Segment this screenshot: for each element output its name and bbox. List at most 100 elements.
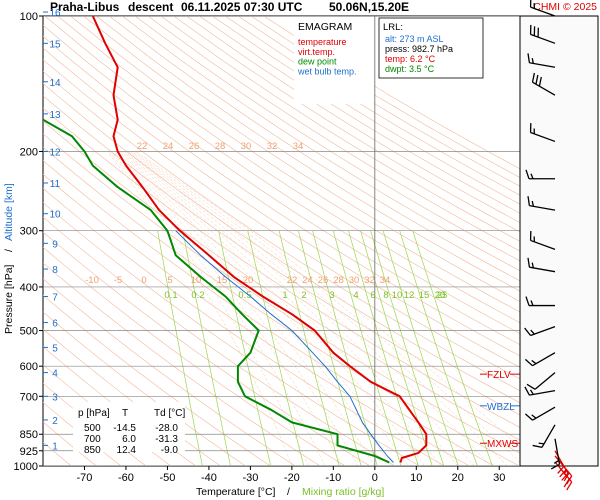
axis-ticks: -70 -60 -50 -40 -30 -20 -10 0 10 20 30100092585070…	[14, 11, 506, 484]
y-tick-label: 925	[20, 446, 38, 458]
dry-adiabat-label: 34	[293, 141, 304, 152]
wind-barb	[524, 352, 556, 367]
wind-barb-feather	[557, 465, 565, 474]
wind-barb-shaft	[530, 131, 556, 143]
x-tick-label: -70	[77, 472, 93, 484]
legend-box	[294, 18, 374, 104]
mixing-ratio-label: 1	[282, 290, 287, 301]
wind-barb-half-feather	[531, 262, 534, 269]
wind-barb-shaft	[530, 325, 556, 337]
dry-adiabat-line	[199, 16, 520, 214]
wind-barb-feather	[527, 53, 531, 63]
moist-adiabat-label: 30	[349, 275, 360, 286]
wind-barb-shaft	[532, 352, 556, 367]
table-row: 500 -14.5 -28.0	[84, 423, 178, 434]
lrl-alt: alt: 273 m ASL	[385, 34, 444, 44]
wind-barb-shaft	[529, 62, 556, 68]
wind-barb	[527, 53, 556, 68]
x-tick-label: 10	[410, 472, 422, 484]
wind-barb-half-feather	[531, 58, 534, 64]
lrl-press: press: 982.7 hPa	[385, 44, 453, 54]
wind-barb	[527, 196, 556, 211]
x-tick-label: -50	[159, 472, 175, 484]
y-tick-label: 700	[20, 391, 38, 403]
wind-barb	[529, 0, 556, 17]
wind-barb-half-feather	[530, 173, 534, 180]
y-tick-label: 500	[20, 326, 38, 338]
altitude-tick-label: 15	[49, 39, 61, 50]
wind-barb	[529, 24, 556, 44]
wind-barb	[550, 438, 561, 470]
altitude-tick-label: 5	[52, 343, 58, 354]
sounding-datetime: 06.11.2025 07:30 UTC	[181, 0, 303, 14]
moist-adiabat-label: 10	[191, 275, 202, 286]
mixing-ratio-line	[412, 230, 493, 466]
mixing-ratio-line	[218, 230, 272, 466]
wind-barb-feather	[550, 463, 560, 470]
mixing-ratio-label: 0.5	[238, 290, 251, 301]
wind-barb-half-feather	[531, 200, 534, 207]
moist-adiabat-line	[110, 151, 326, 466]
sounding-mode: descent	[128, 0, 173, 14]
y-tick-label: 100	[20, 11, 38, 23]
wind-barb-feather	[527, 196, 531, 206]
dry-adiabat-label: 28	[215, 141, 226, 152]
wind-barb-feather	[532, 444, 543, 448]
wind-barb	[524, 325, 556, 337]
mixing-ratio-line	[278, 230, 340, 466]
lrl-temp: temp: 6.2 °C	[385, 54, 436, 64]
wind-barb-feather	[561, 472, 569, 481]
wind-barb-feather	[525, 296, 530, 306]
wind-barb-shaft	[532, 406, 556, 421]
moist-adiabat-line	[118, 151, 392, 466]
copyright-link[interactable]: CHMI © 2025	[533, 1, 597, 13]
wind-barb-feather	[525, 169, 530, 179]
wind-barb-shaft	[529, 389, 556, 396]
table-cell: 850	[84, 445, 101, 456]
wind-barb-half-feather	[531, 359, 537, 365]
y-tick-label: 1000	[14, 461, 38, 473]
mixing-ratio-label: 25	[437, 290, 448, 301]
wind-barb-shaft	[530, 6, 556, 17]
mixing-ratio-line	[360, 230, 433, 466]
wind-barb-feather	[563, 472, 570, 482]
y-axis-title: Pressure [hPa] / Altitude [km]	[3, 183, 15, 334]
table-row: 850 12.4 -9.0	[84, 445, 178, 456]
dry-adiabat-line	[70, 16, 520, 313]
mixing-ratio-label: 10	[392, 290, 403, 301]
summary-table	[73, 402, 185, 452]
table-cell: 700	[84, 434, 101, 445]
wind-barb	[532, 424, 556, 448]
profile-lines	[43, 16, 428, 464]
wind-barb-feather	[524, 386, 530, 396]
moist-adiabat-label: -5	[114, 275, 122, 286]
dry-adiabat-line	[43, 59, 520, 380]
altitude-tick-label: 11	[50, 179, 61, 190]
mixing-ratio-label: 0.2	[191, 290, 204, 301]
wind-barb-feather	[535, 74, 539, 85]
wind-barb-half-feather	[531, 414, 537, 419]
wind-barb-shaft	[530, 239, 556, 250]
lrl-title: LRL:	[383, 22, 403, 33]
wind-barb	[529, 230, 556, 250]
wind-barb-shaft	[554, 438, 561, 465]
dry-adiabat-label: 30	[241, 141, 252, 152]
y-tick-label: 200	[20, 146, 38, 158]
dry-adiabat-line	[43, 36, 520, 357]
moist-adiabat-label: -10	[85, 275, 99, 286]
wind-barb-shaft	[529, 204, 556, 211]
x-tick-label: -10	[325, 472, 341, 484]
x-tick-label: 0	[372, 472, 378, 484]
y-tick-label: 600	[20, 361, 38, 373]
legend-item: virt.temp.	[298, 47, 335, 57]
moist-adiabat-line	[122, 151, 425, 466]
x-tick-label: -60	[118, 472, 134, 484]
sounding-location: 50.06N,15.20E	[329, 0, 409, 14]
moist-adiabat-line	[107, 151, 293, 466]
dry-adiabat-line	[186, 16, 520, 223]
wind-barb-shaft	[529, 266, 556, 273]
dry-adiabat-line	[83, 16, 520, 302]
wind-barb-half-feather	[530, 329, 535, 335]
